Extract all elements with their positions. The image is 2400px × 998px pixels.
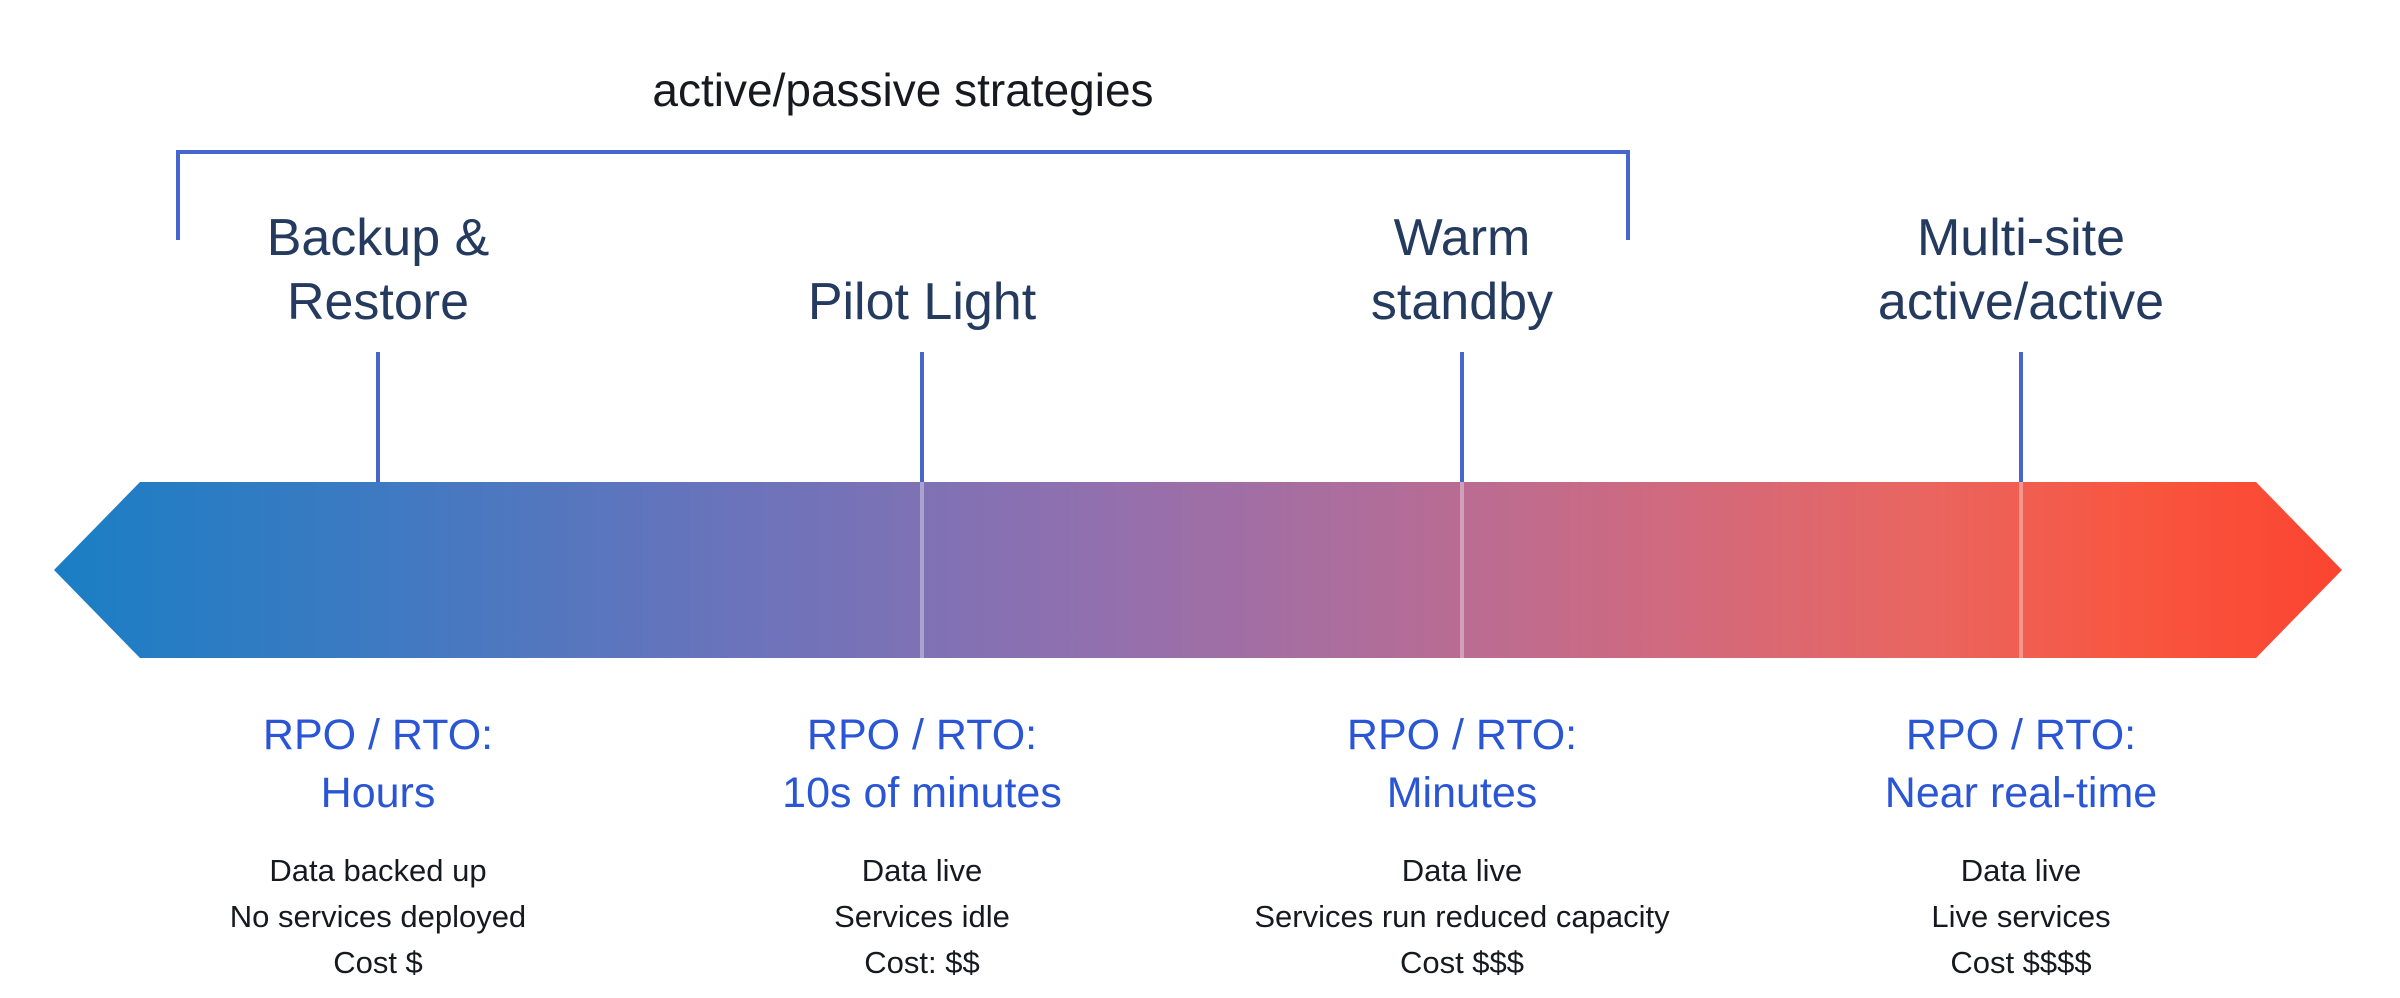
rpo-rto-label: RPO / RTO: bbox=[262, 711, 494, 759]
connector-streak-pilot-light bbox=[920, 482, 924, 658]
spectrum-gradient-arrow bbox=[54, 482, 2342, 658]
connector-streak-multi-site bbox=[2019, 482, 2023, 658]
rpo-rto-value: Near real-time bbox=[1884, 769, 2158, 817]
detail-line: Data backed up bbox=[269, 853, 487, 888]
detail-line: Cost: $$ bbox=[864, 945, 980, 980]
detail-line: Cost $$$$ bbox=[1950, 945, 2092, 980]
active-passive-strategies-title: active/passive strategies bbox=[652, 64, 1154, 116]
details-backup-restore: Data backed up No services deployed Cost… bbox=[58, 848, 698, 986]
connector-line-backup-restore bbox=[376, 352, 380, 482]
detail-line: Data live bbox=[861, 853, 983, 888]
details-warm-standby: Data live Services run reduced capacity … bbox=[1142, 848, 1782, 986]
detail-line: Data live bbox=[1960, 853, 2082, 888]
detail-line: Live services bbox=[1931, 899, 2111, 934]
strategy-name-warm-standby: Warm standby bbox=[1370, 209, 1554, 331]
details-multi-site: Data live Live services Cost $$$$ bbox=[1701, 848, 2341, 986]
connector-line-multi-site bbox=[2019, 352, 2023, 482]
rpo-rto-label: RPO / RTO: bbox=[1905, 711, 2137, 759]
detail-line: Services idle bbox=[834, 899, 1010, 934]
detail-line: No services deployed bbox=[229, 899, 527, 934]
details-pilot-light: Data live Services idle Cost: $$ bbox=[602, 848, 1242, 986]
detail-line: Cost $$$ bbox=[1399, 945, 1525, 980]
rpo-rto-backup-restore: RPO / RTO: Hours bbox=[58, 706, 698, 822]
rpo-rto-label: RPO / RTO: bbox=[806, 711, 1038, 759]
rpo-rto-label: RPO / RTO: bbox=[1346, 711, 1578, 759]
rpo-rto-value: 10s of minutes bbox=[782, 769, 1062, 817]
rpo-rto-multi-site: RPO / RTO: Near real-time bbox=[1701, 706, 2341, 822]
strategy-name-pilot-light: Pilot Light bbox=[807, 273, 1037, 331]
detail-line: Cost $ bbox=[333, 945, 423, 980]
rpo-rto-warm-standby: RPO / RTO: Minutes bbox=[1142, 706, 1782, 822]
connector-line-warm-standby bbox=[1460, 352, 1464, 482]
detail-line: Data live bbox=[1401, 853, 1523, 888]
detail-line: Services run reduced capacity bbox=[1254, 899, 1670, 934]
strategy-name-multi-site: Multi-site active/active bbox=[1877, 209, 2165, 331]
rpo-rto-value: Minutes bbox=[1386, 769, 1538, 817]
active-passive-bracket bbox=[176, 150, 1630, 240]
connector-streak-warm-standby bbox=[1460, 482, 1464, 658]
strategy-name-backup-restore: Backup & Restore bbox=[266, 209, 490, 331]
connector-line-pilot-light bbox=[920, 352, 924, 482]
rpo-rto-value: Hours bbox=[320, 769, 436, 817]
rpo-rto-pilot-light: RPO / RTO: 10s of minutes bbox=[602, 706, 1242, 822]
